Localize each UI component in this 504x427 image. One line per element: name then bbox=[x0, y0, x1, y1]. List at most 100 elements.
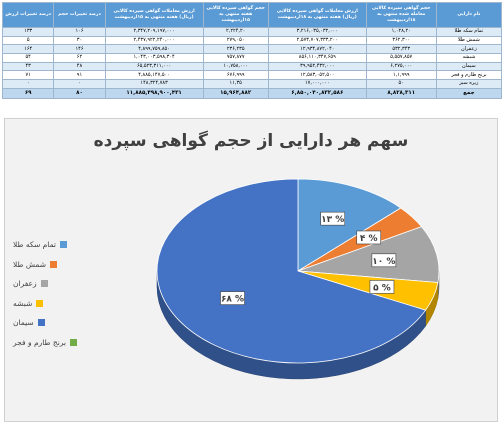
legend-item: سیمان bbox=[13, 313, 125, 333]
total-cell: ۸۰ bbox=[53, 87, 106, 99]
chart-legend: تمام سکه طلا شمش طلا زعفران شبشه سیمان برنج ط… bbox=[13, 235, 125, 352]
legend-swatch bbox=[50, 260, 58, 268]
legend-item: برنج طارم و فجر bbox=[13, 333, 125, 353]
table-row: تمام سکه طلا ۱,۰۲۸,۲۰ ۳,۲۱۶,۰۳۵,۰۳۲,۰۰۰ ۲,۲… bbox=[1, 27, 503, 37]
data-label: ۶۸ % bbox=[220, 291, 245, 305]
legend-item: زعفران bbox=[13, 274, 125, 294]
header-volume-change: درصد تغییرات حجم bbox=[53, 2, 106, 28]
table-cell: ۱۲,۵۸۳,۰۵۲,۵۰۰ bbox=[267, 70, 367, 81]
data-label-text: ۴ % bbox=[360, 234, 378, 244]
table-row: شبشه ۵,۵۵۷,۸۵۷ ۸۵۶,۱۱۰,۳۴۷,۶۵۹ ۷۵۷,۸۷۷ ۱,۰۴۳… bbox=[1, 53, 503, 63]
row-asset-name: برنج طارم و فجر bbox=[435, 70, 503, 81]
data-label-box bbox=[371, 253, 397, 268]
table-cell: ۱۰,۷۵۸,۰۰۰ bbox=[202, 61, 269, 72]
table-body: تمام سکه طلا ۱,۰۲۸,۲۰ ۳,۲۱۶,۰۳۵,۰۳۲,۰۰۰ ۲,۲… bbox=[1, 27, 503, 89]
table-cell: ۵۳۲,۳۴۳ bbox=[365, 44, 437, 55]
table-cell: ۲,۴۳۷,۹۲۲,۲۴۰,۰۰۰ bbox=[104, 35, 204, 46]
table-cell: ۴,۸۹۹,۷۵۹,۸۵۰ bbox=[104, 44, 204, 55]
header-value-18: ارزش معاملات گواهی سپرده کالایی (ریال) ه… bbox=[267, 2, 367, 28]
table-cell: ۴۸ bbox=[53, 61, 106, 72]
table-cell: ۸۵۶,۱۱۰,۳۴۷,۶۵۹ bbox=[267, 53, 367, 63]
total-cell: ۱۱,۸۸۵,۴۹۸,۹۰۰,۴۳۱ bbox=[104, 87, 204, 99]
data-label-text: ۱۰ % bbox=[372, 257, 395, 267]
data-label-box bbox=[356, 230, 382, 245]
legend-swatch bbox=[36, 299, 44, 307]
data-label-text: ۵ % bbox=[373, 283, 391, 293]
summary-table-wrapper: نام دارایی حجم گواهی سپرده کالایی معامله… bbox=[1, 2, 503, 110]
data-label: ۱۳ % bbox=[320, 211, 346, 226]
table-cell: ۶۲ bbox=[53, 53, 106, 63]
table-cell: ۱۱,۳۵ bbox=[202, 79, 269, 89]
total-label: جمع bbox=[435, 87, 503, 99]
pie-chart-panel: سهم هر دارایی از حجم گواهی سپرده تمام سک… bbox=[4, 118, 498, 422]
data-label-text: ۶۸ % bbox=[221, 295, 244, 305]
legend-swatch bbox=[60, 241, 68, 249]
total-cell: ۱۵,۹۶۴,۸۸۲ bbox=[202, 87, 269, 99]
table-header-row: نام دارایی حجم گواهی سپرده کالایی معامله… bbox=[1, 2, 503, 28]
table-cell: ۲,۳۴۷,۲۰۹,۱۹۷,۰۰۰ bbox=[104, 27, 204, 37]
header-volume-18: حجم گواهی سپرده کالایی معامله شده منتهی … bbox=[365, 2, 437, 28]
legend-swatch bbox=[37, 319, 45, 327]
total-cell: ۶,۸۵۰,۰۴۰,۸۳۲,۵۸۶ bbox=[267, 87, 367, 99]
table-cell: ۵۴ bbox=[1, 53, 55, 63]
table-cell: ۳۹,۹۵۲,۴۳۲,۰۰۰ bbox=[267, 61, 367, 72]
row-asset-name: زیره سبز bbox=[435, 79, 503, 89]
header-asset-name: نام دارایی bbox=[435, 2, 503, 28]
table-cell: ۵ bbox=[1, 35, 55, 46]
table-cell: ۹۱ bbox=[53, 70, 106, 81]
table-cell: ۱۳۳ bbox=[1, 27, 55, 37]
table-total-row: جمع ۸,۸۲۸,۳۱۱ ۶,۸۵۰,۰۴۰,۸۳۲,۵۸۶ ۱۵,۹۶۴,۸… bbox=[1, 87, 503, 99]
legend-item: شبشه bbox=[13, 294, 125, 314]
table-cell: ۱۲,۹۳۴,۸۷۲,۰۴۰ bbox=[267, 44, 367, 55]
row-asset-name: سیمان bbox=[435, 61, 503, 72]
row-asset-name: تمام سکه طلا bbox=[435, 27, 503, 37]
table-cell: ۱,۱,۹۹۹ bbox=[365, 70, 437, 81]
table-row: سیمان ۶,۲۷۵,۰۰۰ ۳۹,۹۵۲,۴۳۲,۰۰۰ ۱۰,۷۵۸,۰۰۰ ۶۵… bbox=[1, 61, 503, 72]
chart-title: سهم هر دارایی از حجم گواهی سپرده bbox=[93, 131, 409, 151]
pie-slice bbox=[156, 178, 427, 364]
data-label: ۱۰ % bbox=[371, 253, 397, 268]
row-asset-name: شبشه bbox=[435, 53, 503, 63]
table-cell: ۰ bbox=[53, 79, 106, 89]
table-cell: ۵۰ bbox=[365, 79, 437, 89]
table-cell: ۵,۵۵۷,۸۵۷ bbox=[365, 53, 437, 63]
legend-label: برنج طارم و فجر bbox=[13, 337, 67, 347]
table-cell: ۴,۸۸۵,۱۴۷,۵۰۰ bbox=[104, 70, 204, 81]
pie-slice bbox=[297, 178, 402, 272]
pie-chart-svg: ۱۳ % ۴ % ۱۰ % ۵ % ۶۸ % bbox=[156, 178, 440, 380]
row-asset-name: زعفران bbox=[435, 44, 503, 55]
legend-item: شمش طلا bbox=[13, 255, 125, 275]
table-cell: ۶,۲۷۵,۰۰۰ bbox=[365, 61, 437, 72]
legend-label: شمش طلا bbox=[13, 259, 47, 269]
data-label-text: ۱۳ % bbox=[321, 215, 344, 225]
table-cell: ۱۶۴ bbox=[1, 44, 55, 55]
header-volume-15: حجم گواهی سپرده کالایی هفته منتهی به ۱۵ا… bbox=[202, 2, 269, 28]
data-label-box bbox=[369, 280, 395, 294]
legend-label: زعفران bbox=[13, 279, 37, 289]
table-row: زعفران ۵۳۲,۳۴۳ ۱۲,۹۳۴,۸۷۲,۰۴۰ ۲۳۶,۲۳۵ ۴,۸۹۹,… bbox=[1, 44, 503, 55]
data-label: ۴ % bbox=[356, 230, 382, 245]
table-cell: ۲۷۹,۰۵۰ bbox=[202, 35, 269, 46]
table-cell: ۱,۰۴۳,۰۰۳,۵۹۸,۳۰۴ bbox=[104, 53, 204, 63]
total-cell: ۸,۸۲۸,۳۱۱ bbox=[365, 87, 437, 99]
legend-item: تمام سکه طلا bbox=[13, 235, 125, 255]
legend-label: تمام سکه طلا bbox=[13, 240, 57, 250]
table-cell: ۱۰۶ bbox=[53, 27, 106, 37]
table-cell: ۳۰ bbox=[53, 35, 106, 46]
table-cell: ۳۶۲,۳۰۰ bbox=[365, 35, 437, 46]
table-cell: ۷۵۷,۸۷۷ bbox=[202, 53, 269, 63]
data-label-box bbox=[320, 211, 346, 226]
total-cell: ۶۹ bbox=[1, 87, 55, 99]
table-cell: ۲۳۶,۲۳۵ bbox=[202, 44, 269, 55]
table-cell: ۱۷,۰۰۰,۰۰۰ bbox=[267, 79, 367, 89]
table-cell: ۲,۵۷۳,۷۰۷,۳۳۳,۲۰۰ bbox=[267, 35, 367, 46]
table-cell: ۱۴۸,۳۲۴,۷۸۳ bbox=[104, 79, 204, 89]
header-value-change: درصد تغییرات ارزش bbox=[1, 2, 55, 28]
table-cell: ۰ bbox=[1, 79, 55, 89]
table-cell: ۱۴۶ bbox=[53, 44, 106, 55]
table-cell: ۶۷۶,۹۹۹ bbox=[202, 70, 269, 81]
pie-slice bbox=[297, 226, 440, 283]
legend-swatch bbox=[70, 338, 78, 346]
data-label-box bbox=[220, 291, 245, 305]
table-row: زیره سبز ۵۰ ۱۷,۰۰۰,۰۰۰ ۱۱,۳۵ ۱۴۸,۳۲۴,۷۸۳ ۰ ۰ bbox=[1, 79, 503, 89]
